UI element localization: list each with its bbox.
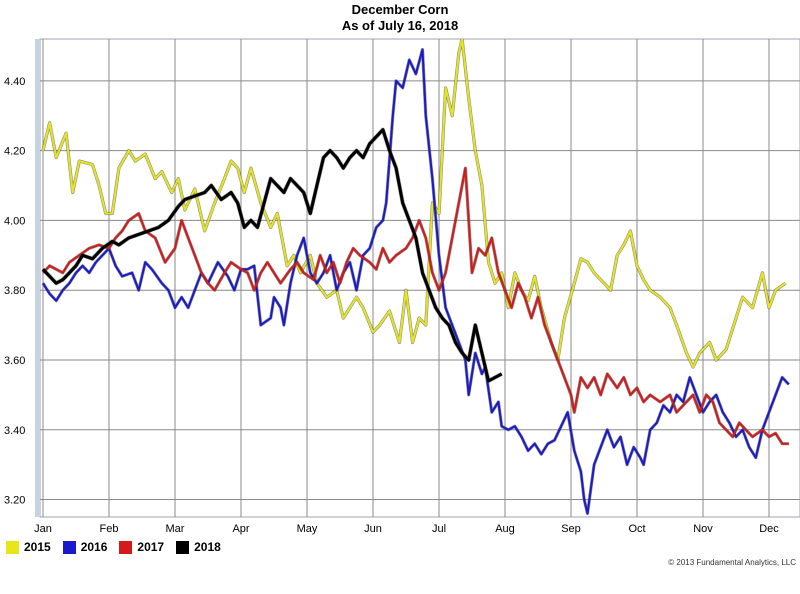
chart-title: December Corn [351,2,449,17]
x-tick-label: Dec [759,523,779,535]
legend-label-2017: 2017 [137,540,165,554]
legend-label-2016: 2016 [80,540,108,554]
x-tick-label: Aug [495,523,515,535]
x-tick-label: Oct [628,523,645,535]
x-tick-label: Feb [100,523,119,535]
x-tick-label: Nov [693,523,713,535]
x-tick-label: May [297,523,318,535]
series-line-2017 [42,167,789,445]
x-tick-label: Mar [166,523,185,535]
legend-swatch-2016 [62,540,76,554]
legend-item-2015: 2015 [6,540,51,554]
legend-label-2018: 2018 [194,540,221,554]
chart-legend: 2015 2016 2017 2018 [6,540,221,554]
y-tick-label: 3.40 [4,425,25,437]
y-tick-label: 3.60 [4,355,25,367]
series-line-2016 [42,48,790,515]
legend-label-2015: 2015 [24,540,51,554]
legend-swatch-2018 [176,540,190,554]
axis-rail [35,39,40,517]
series-line-2015 [42,39,787,368]
x-tick-label: Jun [364,523,382,535]
chart-subtitle: As of July 16, 2018 [341,18,459,33]
legend-item-2017: 2017 [119,540,164,554]
plot-area [39,38,800,518]
y-tick-label: 3.80 [4,285,25,297]
y-tick-label: 4.40 [4,76,25,88]
legend-item-2018: 2018 [176,540,221,554]
x-tick-label: Apr [232,523,249,535]
x-tick-label: Jul [432,523,446,535]
legend-item-2016: 2016 [62,540,108,554]
copyright-credit: © 2013 Fundamental Analytics, LLC [668,558,796,567]
legend-swatch-2017 [119,540,133,554]
x-tick-label: Jan [34,523,52,535]
legend-swatch-2015 [6,540,19,554]
y-tick-label: 4.20 [4,146,25,158]
y-tick-label: 3.20 [4,495,25,507]
series-line-2018 [41,128,503,383]
x-tick-label: Sep [561,523,581,535]
y-tick-label: 4.00 [4,215,25,227]
